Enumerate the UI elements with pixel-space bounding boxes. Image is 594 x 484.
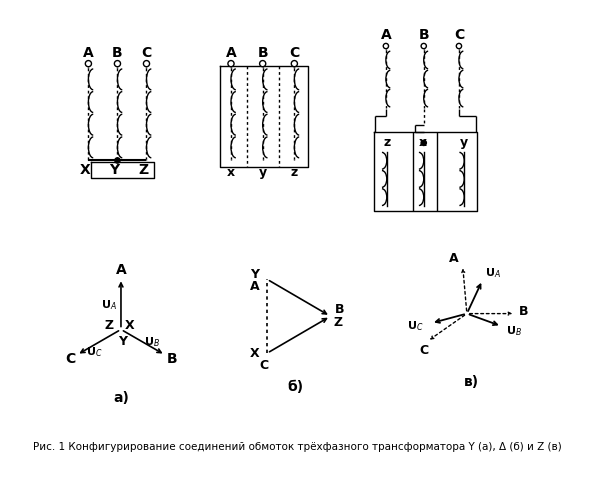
Text: B: B [257, 46, 268, 60]
Text: A: A [449, 252, 459, 265]
Text: Z: Z [105, 319, 114, 333]
Circle shape [228, 60, 234, 67]
Text: X: X [250, 347, 260, 360]
Text: Y: Y [109, 163, 119, 177]
Text: X: X [125, 319, 135, 333]
Circle shape [421, 140, 426, 146]
Text: C: C [419, 344, 428, 357]
Text: б): б) [287, 379, 304, 393]
Text: A: A [83, 46, 94, 60]
Circle shape [421, 44, 426, 49]
Circle shape [115, 158, 120, 163]
Text: B: B [112, 46, 123, 60]
Text: B: B [334, 302, 344, 316]
Text: y: y [460, 136, 468, 150]
Text: B: B [519, 305, 529, 318]
Text: а): а) [113, 391, 129, 405]
Text: C: C [454, 29, 464, 43]
Text: A: A [250, 280, 260, 293]
Text: U$_B$: U$_B$ [144, 335, 160, 348]
Text: Z: Z [138, 163, 148, 177]
Text: Y: Y [118, 335, 127, 348]
Text: в): в) [464, 375, 479, 389]
Circle shape [456, 44, 462, 49]
Text: A: A [116, 263, 127, 277]
Text: U$_A$: U$_A$ [101, 298, 116, 312]
Text: z: z [290, 166, 298, 179]
Text: C: C [289, 46, 299, 60]
Text: A: A [381, 29, 391, 43]
Text: U$_B$: U$_B$ [506, 324, 522, 337]
Circle shape [383, 44, 388, 49]
Text: B: B [167, 352, 178, 366]
Circle shape [115, 60, 121, 67]
Text: Y: Y [250, 268, 259, 281]
Text: z: z [383, 136, 390, 150]
Text: C: C [141, 46, 151, 60]
Circle shape [86, 60, 91, 67]
Text: U$_C$: U$_C$ [86, 345, 103, 359]
Text: Z: Z [334, 316, 343, 329]
Text: A: A [226, 46, 236, 60]
Circle shape [260, 60, 266, 67]
Circle shape [291, 60, 298, 67]
Text: y: y [258, 166, 267, 179]
Text: C: C [65, 352, 75, 366]
Circle shape [143, 60, 150, 67]
Text: U$_C$: U$_C$ [407, 319, 424, 333]
Text: X: X [80, 163, 90, 177]
Text: x: x [419, 136, 427, 150]
Text: U$_A$: U$_A$ [485, 266, 501, 280]
Text: B: B [418, 29, 429, 43]
Text: C: C [259, 359, 268, 372]
Text: Рис. 1 Конфигурирование соединений обмоток трёхфазного трансформатора Y (а), Δ (: Рис. 1 Конфигурирование соединений обмот… [33, 442, 561, 453]
Text: x: x [227, 166, 235, 179]
